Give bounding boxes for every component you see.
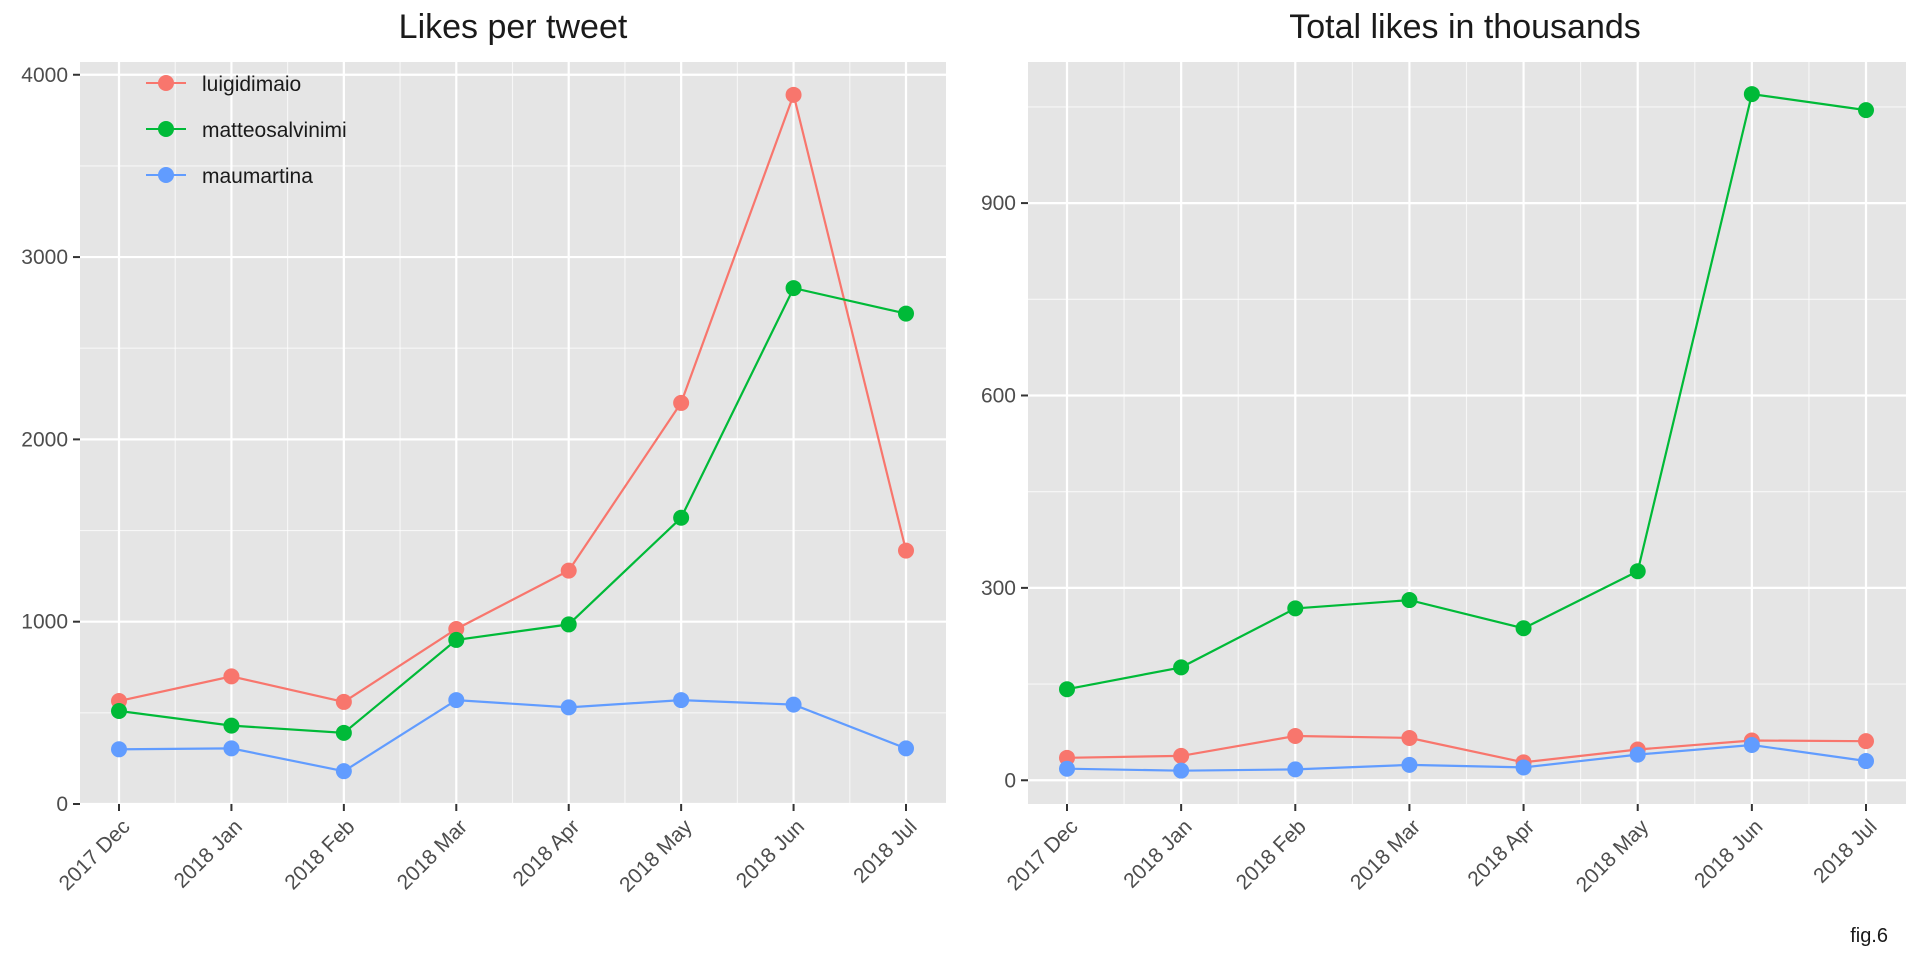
legend-label: maumartina (202, 165, 313, 188)
y-tick-label: 600 (981, 384, 1016, 407)
data-point-matteosalvinimi (898, 305, 914, 322)
y-tick-label: 900 (981, 192, 1016, 215)
data-point-matteosalvinimi (335, 724, 352, 741)
data-point-matteosalvinimi (1858, 102, 1874, 119)
series-layer (1059, 86, 1874, 779)
y-tick-label: 0 (1004, 769, 1016, 792)
y-tick-label: 3000 (21, 246, 68, 269)
data-point-maumartina (1401, 756, 1418, 773)
legend-item-maumartina: maumartina (146, 165, 313, 188)
figure-caption: fig.6 (1850, 925, 1888, 947)
data-point-luigidimaio (1287, 728, 1304, 745)
data-point-matteosalvinimi (673, 509, 690, 526)
data-point-maumartina (335, 763, 352, 780)
legend: luigidimaio matteosalvinimi maumartina (146, 73, 347, 188)
legend-item-matteosalvinimi: matteosalvinimi (146, 119, 347, 142)
data-point-maumartina (1173, 762, 1190, 779)
series-line-luigidimaio (1066, 734, 1867, 764)
data-point-matteosalvinimi (1401, 592, 1418, 609)
y-tick-label: 300 (981, 577, 1016, 600)
series-line-matteosalvinimi (118, 286, 907, 735)
data-point-luigidimaio (1858, 733, 1874, 750)
data-point-maumartina (1515, 759, 1532, 776)
grid (80, 62, 946, 806)
data-point-luigidimaio (673, 394, 690, 411)
data-point-maumartina (1287, 761, 1304, 778)
data-point-luigidimaio (448, 620, 465, 637)
data-point-luigidimaio (335, 693, 352, 710)
data-point-matteosalvinimi (111, 703, 127, 720)
y-tick-label: 0 (56, 793, 68, 816)
data-point-luigidimaio (223, 668, 240, 685)
y-tick-label: 4000 (21, 64, 68, 87)
legend-key-point (158, 167, 174, 183)
series-line-luigidimaio (118, 91, 908, 704)
series-line-matteosalvinimi (1066, 92, 1867, 691)
data-point-matteosalvinimi (560, 616, 577, 633)
data-point-maumartina (560, 699, 577, 716)
data-point-maumartina (111, 741, 127, 758)
data-point-maumartina (1629, 746, 1646, 763)
data-point-matteosalvinimi (1629, 563, 1646, 580)
chart-title: Likes per tweet (399, 8, 628, 46)
data-point-matteosalvinimi (785, 280, 802, 297)
data-point-maumartina (1743, 736, 1760, 753)
data-point-matteosalvinimi (1287, 600, 1304, 617)
data-point-maumartina (223, 740, 240, 757)
legend-label: luigidimaio (202, 73, 301, 96)
data-point-luigidimaio (560, 562, 577, 579)
data-point-matteosalvinimi (1515, 620, 1532, 637)
data-point-maumartina (898, 740, 914, 757)
y-tick-label: 1000 (21, 611, 68, 634)
data-point-maumartina (1858, 753, 1874, 770)
data-point-matteosalvinimi (1743, 86, 1760, 103)
data-point-matteosalvinimi (223, 717, 240, 734)
data-point-matteosalvinimi (1173, 659, 1190, 676)
data-point-luigidimaio (785, 86, 802, 103)
grid (1028, 62, 1906, 804)
data-point-maumartina (1059, 760, 1075, 777)
data-point-maumartina (673, 692, 690, 709)
total-likes-chart: Total likes in thousands 03006009002017 … (981, 8, 1906, 897)
legend-item-luigidimaio: luigidimaio (146, 73, 301, 96)
legend-key-point (158, 75, 174, 91)
legend-key-point (158, 121, 174, 137)
chart-title: Total likes in thousands (1289, 8, 1641, 46)
y-tick-label: 2000 (21, 428, 68, 451)
data-point-luigidimaio (1401, 729, 1418, 746)
data-point-luigidimaio (1173, 747, 1190, 764)
series-layer (111, 86, 914, 780)
data-point-maumartina (785, 696, 802, 713)
data-point-matteosalvinimi (448, 631, 465, 648)
data-point-matteosalvinimi (1059, 681, 1075, 698)
data-point-luigidimaio (898, 542, 914, 559)
series-line-maumartina (118, 698, 907, 773)
series-line-maumartina (1066, 743, 1867, 772)
data-point-maumartina (448, 692, 465, 709)
legend-label: matteosalvinimi (202, 119, 347, 142)
